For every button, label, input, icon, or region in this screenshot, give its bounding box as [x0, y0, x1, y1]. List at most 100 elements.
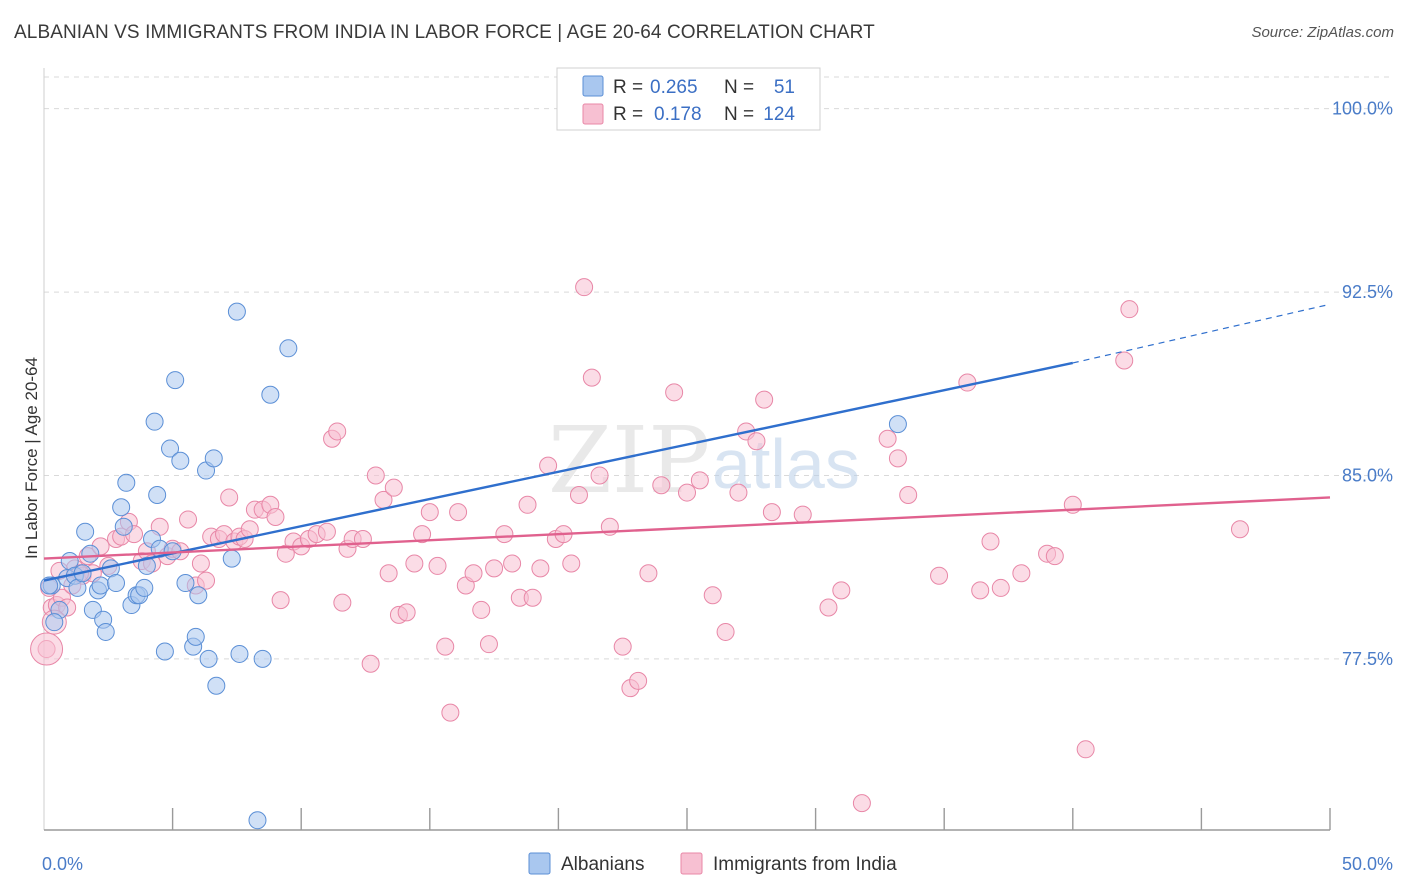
- albanians-point: [135, 578, 154, 597]
- india-point: [479, 635, 498, 654]
- india-point: [852, 794, 871, 813]
- trend-line-albanians: [43, 361, 1074, 582]
- albanians-point: [230, 644, 249, 663]
- india-point: [716, 622, 735, 641]
- trend-line-india: [43, 496, 1331, 560]
- india-point: [747, 432, 766, 451]
- india-point: [428, 556, 447, 575]
- india-point: [562, 554, 581, 573]
- legend-r-label-india: R =: [613, 104, 643, 125]
- india-point: [1076, 740, 1095, 759]
- source-credit: Source: ZipAtlas.com: [1251, 24, 1394, 41]
- axes: [43, 68, 1331, 831]
- albanians-point: [117, 473, 136, 492]
- india-point: [503, 554, 522, 573]
- india-point: [353, 530, 372, 549]
- india-point: [819, 598, 838, 617]
- india-point: [762, 503, 781, 522]
- india-point: [405, 554, 424, 573]
- india-point: [495, 525, 514, 544]
- legend-n-value-albanians: 51: [774, 77, 795, 98]
- india-point: [197, 571, 216, 590]
- albanians-point: [155, 642, 174, 661]
- india-point: [703, 586, 722, 605]
- albanians-point: [171, 451, 190, 470]
- albanians-point: [261, 385, 280, 404]
- india-point: [652, 476, 671, 495]
- india-point: [755, 390, 774, 409]
- legend-n-label-india: N =: [724, 104, 754, 125]
- albanians-point: [114, 517, 133, 536]
- india-point: [888, 449, 907, 468]
- albanians-point: [148, 486, 167, 505]
- india-point: [899, 486, 918, 505]
- y-tick-label: 85.0%: [1342, 465, 1393, 485]
- legend-swatch-albanians: [582, 75, 604, 97]
- albanians-point: [166, 371, 185, 390]
- albanians-point: [96, 622, 115, 641]
- india-point: [958, 373, 977, 392]
- watermark: ZIP atlas: [548, 407, 860, 514]
- albanians-point: [199, 649, 218, 668]
- india-point: [366, 466, 385, 485]
- india-point: [613, 637, 632, 656]
- india-point: [690, 471, 709, 490]
- albanians-point: [107, 574, 126, 593]
- india-point: [464, 564, 483, 583]
- legend-series: Albanians Immigrants from India: [528, 852, 897, 875]
- india-point: [582, 368, 601, 387]
- y-tick-label: 77.5%: [1342, 649, 1393, 669]
- india-point: [518, 495, 537, 514]
- india-point: [191, 554, 210, 573]
- india-point: [436, 637, 455, 656]
- india-point: [678, 483, 696, 502]
- albanians-point: [176, 574, 195, 593]
- india-point: [523, 588, 542, 607]
- india-point: [485, 559, 504, 578]
- india-point: [420, 503, 439, 522]
- india-point: [639, 564, 658, 583]
- albanians-point: [253, 649, 272, 668]
- india-point: [991, 578, 1010, 597]
- legend-bottom-label-albanians: Albanians: [561, 854, 644, 875]
- india-point: [665, 383, 684, 402]
- x-tick-label: 0.0%: [42, 854, 83, 874]
- albanians-point: [888, 415, 907, 434]
- india-point: [449, 503, 468, 522]
- legend-n-value-india: 124: [763, 104, 795, 125]
- india-point: [832, 581, 851, 600]
- legend-r-value-india: 0.178: [654, 104, 702, 125]
- albanians-point: [222, 549, 241, 568]
- legend-swatch-india: [582, 103, 604, 125]
- legend-r-label-albanians: R =: [613, 77, 643, 98]
- india-point: [981, 532, 1000, 551]
- india-point: [1115, 351, 1134, 370]
- india-point: [441, 703, 460, 722]
- india-point: [971, 581, 990, 600]
- albanians-point: [279, 339, 298, 358]
- india-point: [328, 422, 347, 441]
- india-point: [384, 478, 403, 497]
- legend-bottom-swatch-albanians: [528, 852, 551, 875]
- tick-labels: 100.0% 92.5% 85.0% 77.5% 0.0% 50.0%: [42, 99, 1393, 874]
- india-point: [220, 488, 239, 507]
- albanians-point: [145, 412, 164, 431]
- india-point: [629, 671, 648, 690]
- india-point: [266, 508, 285, 527]
- india-point: [333, 593, 352, 612]
- albanians-point: [112, 498, 131, 517]
- albanians-point: [137, 556, 156, 575]
- india-point: [575, 278, 594, 297]
- albanians-point: [248, 811, 267, 830]
- india-point: [317, 522, 336, 541]
- albanians-point: [204, 449, 223, 468]
- albanians-point: [45, 613, 64, 632]
- india-point: [179, 510, 198, 529]
- albanians-point: [161, 439, 180, 458]
- india-point: [472, 600, 491, 619]
- india-point: [1012, 564, 1031, 583]
- india-point: [271, 591, 290, 610]
- india-point: [1120, 300, 1139, 319]
- legend-bottom-label-india: Immigrants from India: [713, 854, 897, 875]
